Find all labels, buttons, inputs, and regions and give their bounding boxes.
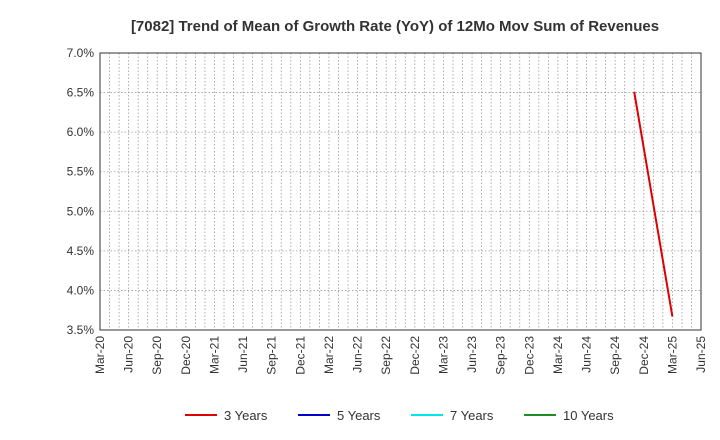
grid: [100, 53, 701, 330]
x-tick-label: Jun-25: [694, 336, 708, 373]
x-tick-label: Mar-20: [93, 336, 107, 374]
x-tick-label: Sep-22: [379, 336, 393, 375]
x-tick-label: Sep-24: [608, 336, 622, 375]
x-tick-label: Dec-21: [293, 336, 307, 375]
x-tick-label: Sep-20: [150, 336, 164, 375]
x-tick-label: Dec-22: [408, 336, 422, 375]
x-tick-label: Sep-21: [265, 336, 279, 375]
y-tick-label: 5.5%: [67, 165, 95, 179]
series-line-3-years: [633, 91, 674, 317]
legend-label: 7 Years: [450, 408, 494, 423]
y-tick-label: 4.5%: [67, 244, 95, 258]
x-tick-label: Jun-20: [122, 336, 136, 373]
x-tick-label: Mar-22: [322, 336, 336, 374]
legend-label: 10 Years: [563, 408, 614, 423]
legend: 3 Years 5 Years 7 Years 10 Years: [185, 408, 614, 423]
x-tick-label: Jun-21: [236, 336, 250, 373]
x-tick-label: Mar-21: [207, 336, 221, 374]
y-tick-label: 5.0%: [67, 204, 95, 218]
x-tick-label: Jun-22: [351, 336, 365, 373]
x-tick-label: Dec-24: [637, 336, 651, 375]
x-tick-label: Jun-23: [465, 336, 479, 373]
x-tick-label: Mar-23: [436, 336, 450, 374]
y-tick-label: 7.0%: [67, 46, 95, 60]
x-tick-label: Mar-24: [551, 336, 565, 374]
series-lines: [633, 91, 674, 317]
x-axis: Mar-20 Jun-20 Sep-20 Dec-20 Mar-21 Jun-21 Sep-…: [93, 336, 708, 375]
legend-label: 3 Years: [224, 408, 268, 423]
y-tick-label: 4.0%: [67, 283, 95, 297]
x-tick-label: Sep-23: [494, 336, 508, 375]
y-tick-label: 6.5%: [67, 86, 95, 100]
plot-frame: [99, 52, 702, 331]
x-tick-label: Dec-20: [179, 336, 193, 375]
chart-title: [7082] Trend of Mean of Growth Rate (YoY…: [131, 18, 659, 35]
y-tick-label: 6.0%: [67, 125, 95, 139]
y-axis: 7.0% 6.5% 6.0% 5.5% 5.0% 4.5% 4.0% 3.5%: [67, 46, 95, 337]
x-tick-label: Mar-25: [665, 336, 679, 374]
x-tick-label: Dec-23: [522, 336, 536, 375]
legend-label: 5 Years: [337, 408, 381, 423]
y-tick-label: 3.5%: [67, 323, 95, 337]
x-tick-label: Jun-24: [580, 336, 594, 373]
